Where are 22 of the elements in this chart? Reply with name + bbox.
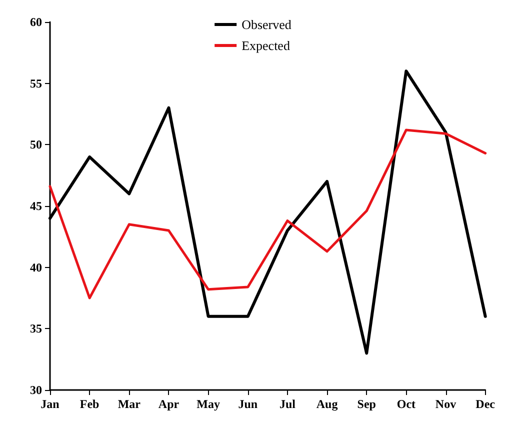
y-tick-label: 40 bbox=[30, 260, 42, 274]
x-tick-label: Sep bbox=[357, 397, 376, 411]
y-tick-label: 55 bbox=[30, 76, 42, 90]
legend-label: Observed bbox=[242, 17, 292, 32]
y-tick-label: 35 bbox=[30, 322, 42, 336]
x-tick-label: Aug bbox=[316, 397, 338, 411]
y-tick-label: 45 bbox=[30, 199, 42, 213]
x-tick-label: May bbox=[196, 397, 220, 411]
x-tick-label: Mar bbox=[118, 397, 142, 411]
y-tick-label: 50 bbox=[30, 138, 42, 152]
x-tick-label: Feb bbox=[80, 397, 100, 411]
legend-label: Expected bbox=[242, 38, 290, 53]
y-tick-label: 60 bbox=[30, 15, 42, 29]
line-series bbox=[48, 128, 487, 300]
x-tick-label: Nov bbox=[435, 397, 456, 411]
x-tick-label: Dec bbox=[476, 397, 496, 411]
x-tick-label: Jan bbox=[40, 397, 60, 411]
x-tick-label: Oct bbox=[396, 397, 416, 411]
y-tick-label: 30 bbox=[30, 383, 42, 397]
x-tick-label: Jul bbox=[279, 397, 296, 411]
x-tick-label: Jun bbox=[238, 397, 258, 411]
x-tick-label: Apr bbox=[158, 397, 180, 411]
